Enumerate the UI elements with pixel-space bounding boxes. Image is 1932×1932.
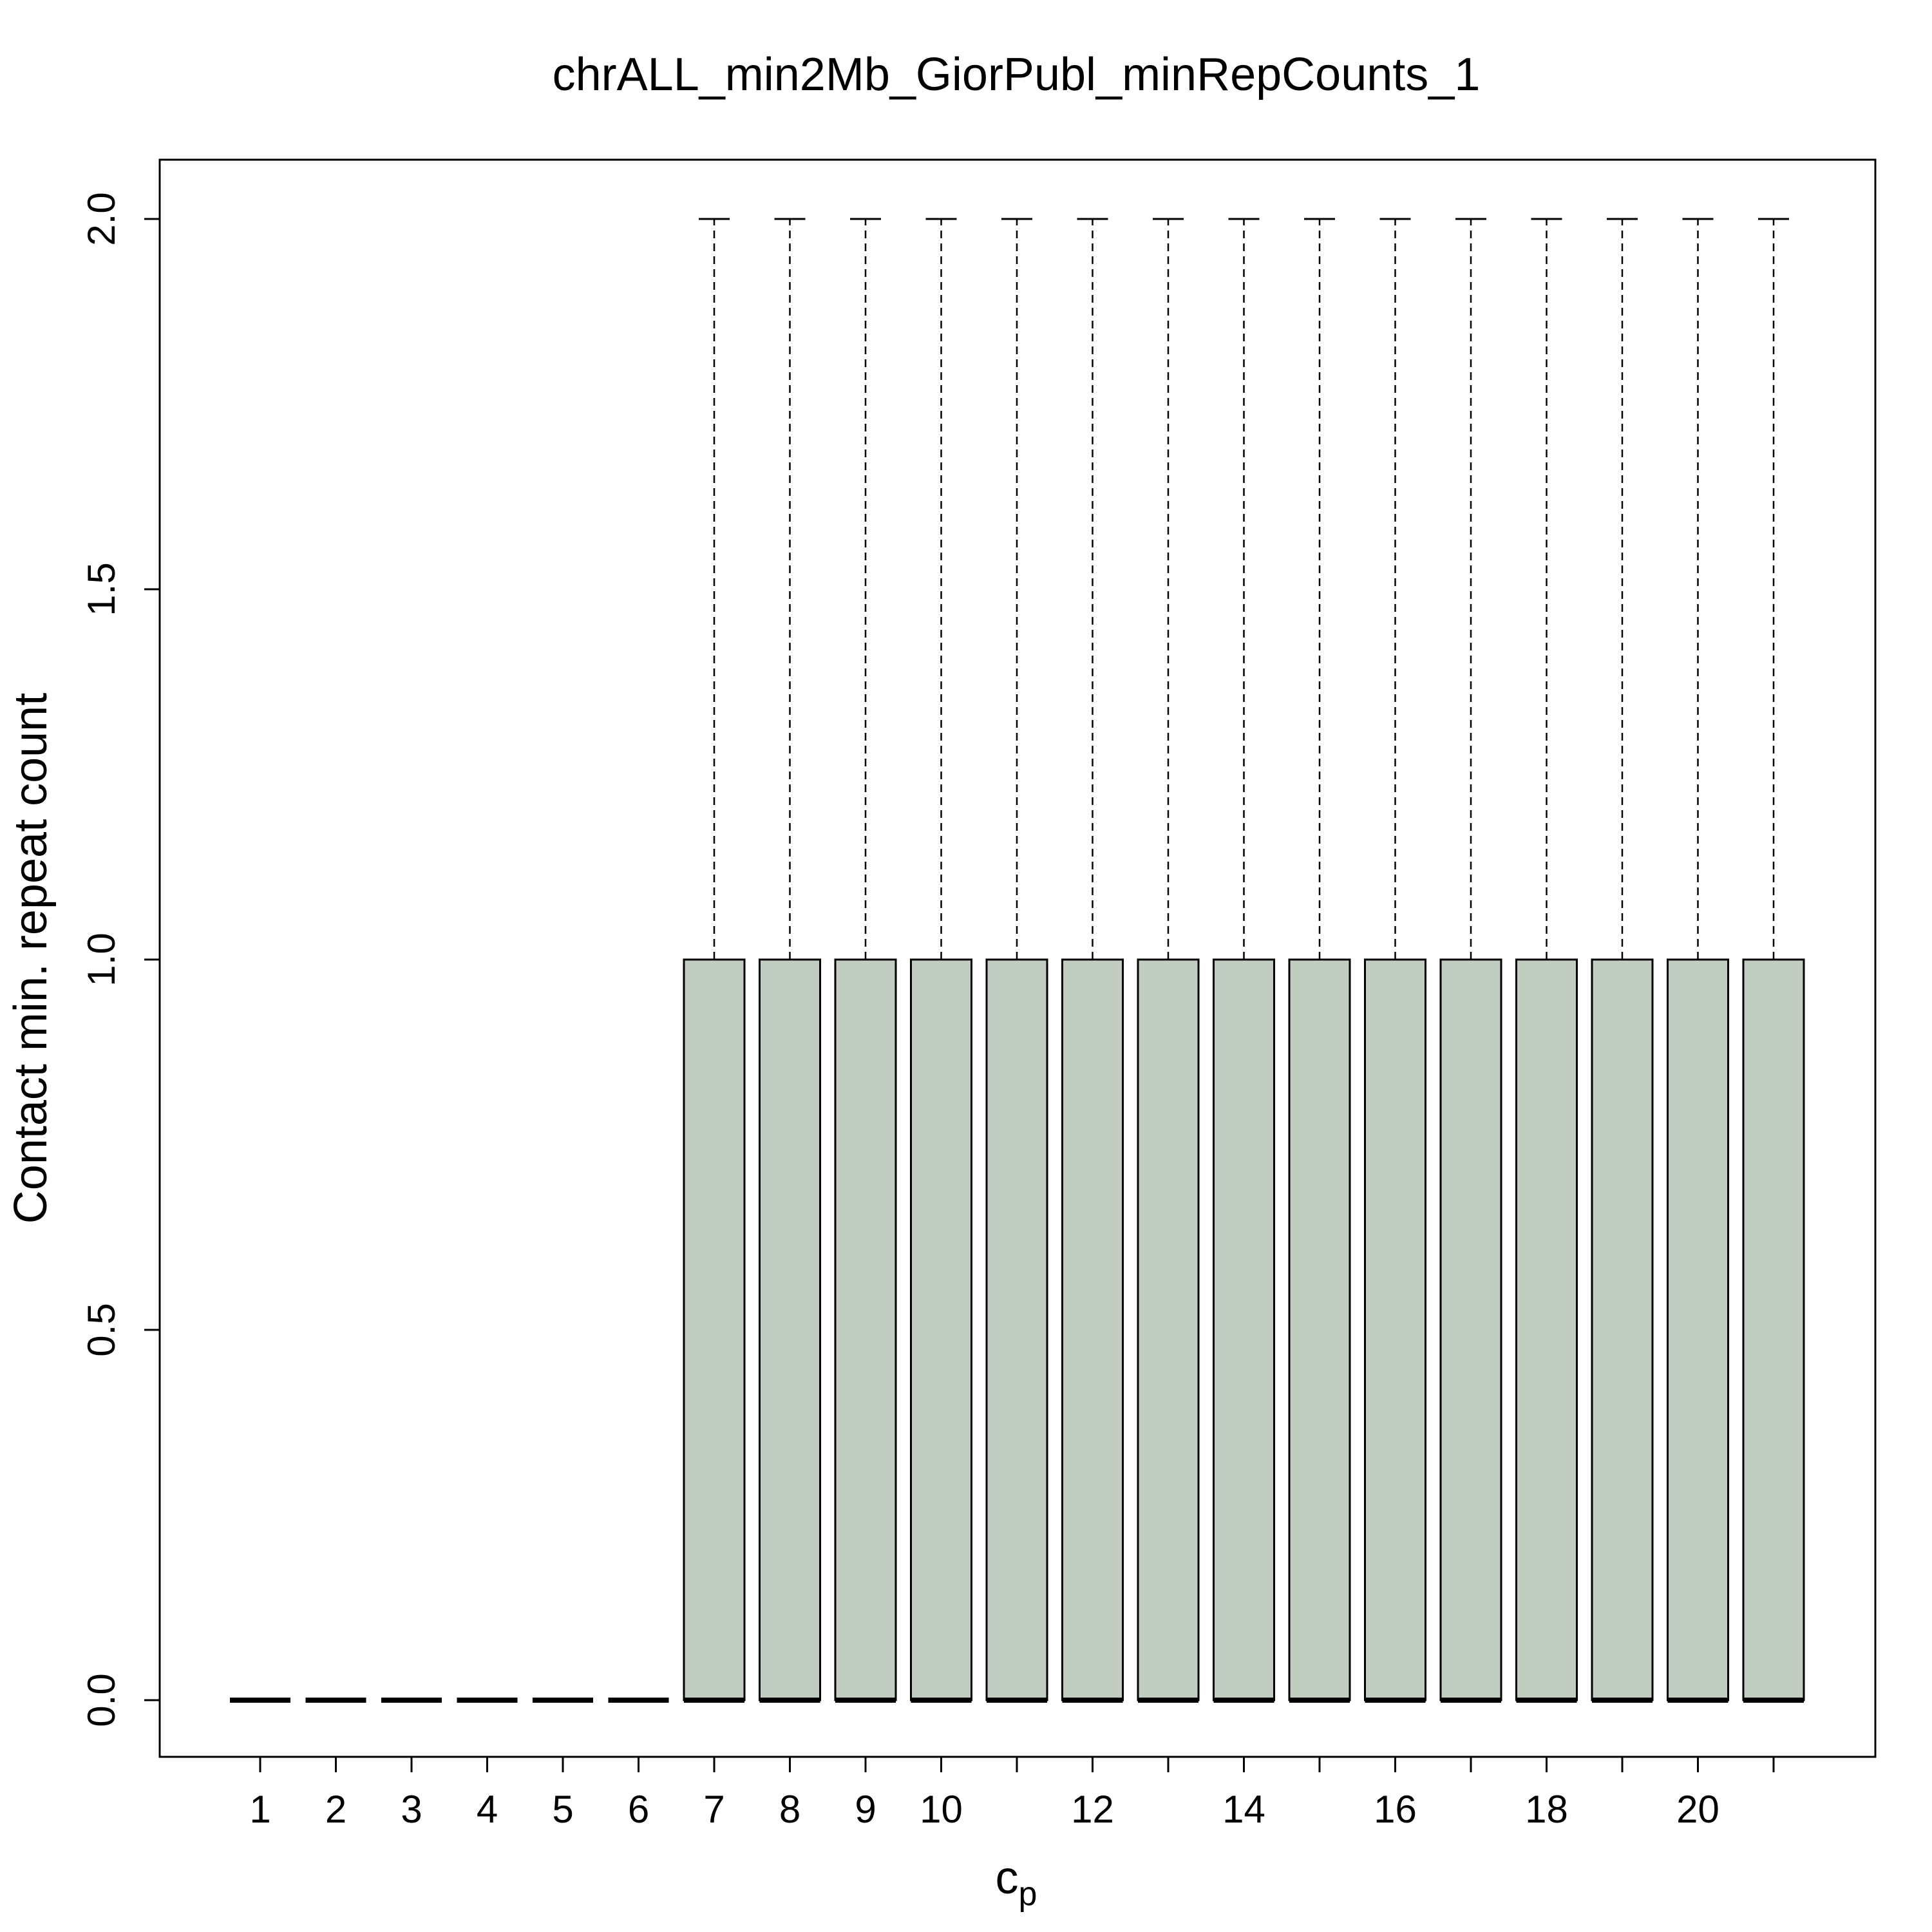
box-body	[1742, 958, 1805, 1701]
y-axis-label: Contact min. repeat count	[5, 693, 57, 1224]
box-body	[1061, 958, 1124, 1701]
x-tick-label: 12	[1071, 1788, 1114, 1831]
box-body	[834, 958, 897, 1701]
x-tick-label: 5	[552, 1788, 573, 1831]
box-body	[1667, 958, 1729, 1701]
box-14	[1213, 218, 1275, 1703]
x-tick-label: 18	[1525, 1788, 1568, 1831]
y-axis: 0.0 0.5 1.0 1.5 2.0	[80, 192, 161, 1727]
y-tick-label: 1.5	[80, 562, 123, 616]
box-21	[1742, 218, 1805, 1703]
x-tick-label: 6	[628, 1788, 649, 1831]
x-tick-label: 3	[401, 1788, 422, 1831]
x-axis: 1 2 3 4 5 6 7 8 9 10 12 14 16 18 20	[249, 1756, 1775, 1831]
box-body	[1137, 958, 1200, 1701]
x-tick-label: 1	[249, 1788, 270, 1831]
y-tick-label: 1.0	[80, 933, 123, 986]
box-body	[759, 958, 821, 1701]
x-axis-label: cp	[996, 1852, 1037, 1913]
x-tick-label: 10	[920, 1788, 963, 1831]
box-8	[759, 218, 821, 1703]
box-body	[985, 958, 1048, 1701]
x-axis-label-subscript: p	[1019, 1875, 1037, 1913]
box-7	[683, 218, 746, 1703]
box-body	[1439, 958, 1502, 1701]
y-tick-label: 2.0	[80, 192, 123, 245]
x-tick-label: 9	[855, 1788, 876, 1831]
box-body	[1213, 958, 1275, 1701]
box-9	[834, 218, 897, 1703]
x-tick-label: 20	[1676, 1788, 1719, 1831]
box-body	[1515, 958, 1578, 1701]
x-tick-label: 4	[477, 1788, 498, 1831]
box-16	[1364, 218, 1426, 1703]
box-body	[910, 958, 972, 1701]
x-tick-label: 8	[779, 1788, 800, 1831]
x-axis-label-main: c	[996, 1852, 1019, 1904]
box-13	[1137, 218, 1200, 1703]
box-20	[1667, 218, 1729, 1703]
box-body	[1288, 958, 1351, 1701]
box-body	[683, 958, 746, 1701]
box-body	[1591, 958, 1654, 1701]
y-tick-label: 0.0	[80, 1673, 123, 1727]
y-tick-label: 0.5	[80, 1303, 123, 1356]
x-tick-label: 16	[1374, 1788, 1417, 1831]
x-tick-label: 7	[703, 1788, 724, 1831]
x-tick-label: 2	[325, 1788, 346, 1831]
box-12	[1061, 218, 1124, 1703]
box-10	[910, 218, 972, 1703]
x-tick-label: 14	[1222, 1788, 1265, 1831]
box-body	[1364, 958, 1426, 1701]
box-18	[1515, 218, 1578, 1703]
boxes-layer	[230, 218, 1805, 1703]
chart-title: chrALL_min2Mb_GiorPubl_minRepCounts_1	[553, 49, 1481, 100]
box-19	[1591, 218, 1654, 1703]
box-15	[1288, 218, 1351, 1703]
box-11	[985, 218, 1048, 1703]
box-17	[1439, 218, 1502, 1703]
